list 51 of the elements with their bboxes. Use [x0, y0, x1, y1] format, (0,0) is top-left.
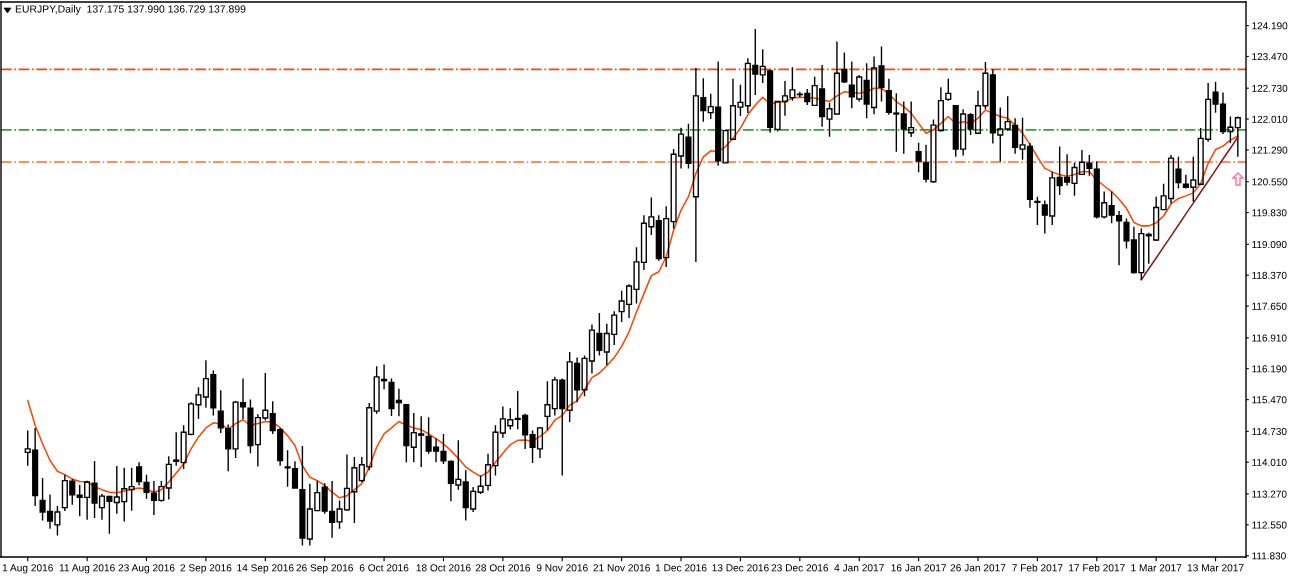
x-tick-label: 1 Aug 2016 — [2, 564, 53, 574]
x-tick-label: 23 Dec 2016 — [771, 564, 829, 572]
y-tick-label: 115.470 — [1252, 396, 1287, 404]
x-tick-label: 4 Jan 2017 — [834, 564, 884, 572]
x-tick-label: 17 Feb 2017 — [1069, 563, 1125, 572]
x-tick-label: 6 Oct 2016 — [359, 564, 409, 572]
y-tick-label: 122.010 — [1252, 115, 1288, 123]
candlestick — [291, 460, 299, 489]
candlestick — [136, 461, 143, 487]
x-tick-label: 23 Aug 2016 — [118, 564, 175, 574]
x-tick-label: 13 Dec 2016 — [712, 564, 769, 572]
y-tick-label: 119.090 — [1252, 240, 1287, 249]
y-tick-label: 116.910 — [1252, 334, 1287, 342]
candlestick — [299, 445, 306, 547]
candlestick — [1034, 196, 1041, 226]
x-tick-label: 11 Aug 2016 — [59, 564, 115, 574]
candlestick — [1234, 117, 1241, 158]
y-tick-label: 114.730 — [1252, 427, 1287, 436]
x-tick-label: 14 Sep 2016 — [237, 564, 294, 574]
y-tick-label: 123.470 — [1252, 53, 1288, 61]
y-tick-label: 113.270 — [1252, 490, 1287, 498]
y-tick-label: 117.650 — [1252, 302, 1287, 310]
candlestick — [544, 380, 551, 432]
y-tick-label: 111.830 — [1252, 552, 1286, 560]
y-tick-label: 119.830 — [1252, 209, 1287, 217]
y-tick-label: 120.550 — [1252, 178, 1288, 186]
x-tick-label: 21 Nov 2016 — [593, 564, 650, 572]
candlestick — [915, 141, 922, 173]
candlestick — [284, 449, 291, 488]
y-tick-label: 114.010 — [1252, 458, 1287, 466]
y-tick-label: 112.550 — [1252, 521, 1287, 529]
y-tick-label: 124.190 — [1252, 22, 1288, 30]
chart-title: EURJPY,Daily 137.175 137.990 136.729 137.899 — [15, 5, 246, 15]
x-tick-label: 26 Sep 2016 — [296, 564, 353, 574]
x-tick-label: 13 Mar 2017 — [1187, 564, 1244, 572]
x-tick-label: 1 Mar 2017 — [1131, 564, 1182, 572]
x-tick-label: 18 Oct 2016 — [416, 564, 471, 572]
y-tick-label: 118.370 — [1252, 271, 1287, 279]
line-series — [1140, 136, 1239, 281]
y-tick-label: 121.290 — [1252, 146, 1288, 154]
y-tick-label: 122.730 — [1252, 84, 1288, 92]
x-tick-label: 28 Oct 2016 — [475, 564, 531, 572]
x-tick-label: 2 Sep 2016 — [180, 564, 232, 574]
x-tick-label: 1 Dec 2016 — [655, 564, 707, 572]
x-tick-label: 26 Jan 2017 — [950, 564, 1006, 572]
x-tick-label: 7 Feb 2017 — [1012, 563, 1063, 572]
x-tick-label: 16 Jan 2017 — [891, 564, 946, 572]
candlestick — [173, 431, 180, 467]
y-tick-label: 116.190 — [1252, 365, 1287, 373]
candlestick — [165, 455, 172, 501]
x-tick-label: 9 Nov 2016 — [536, 564, 588, 572]
